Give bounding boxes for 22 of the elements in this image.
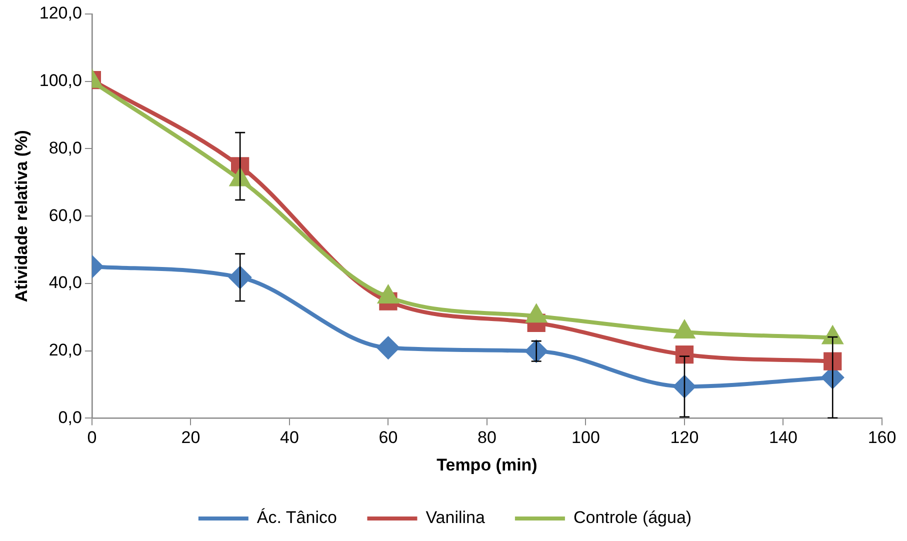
legend-label: Vanilina [426,508,486,528]
x-tick-label: 60 [378,428,398,448]
y-axis-title: Atividade relativa (%) [12,130,31,302]
legend-label: Controle (água) [573,508,692,528]
x-tick-label: 80 [478,428,496,448]
y-tick-label: 100,0 [39,71,82,90]
x-axis-title: Tempo (min) [436,455,538,474]
y-tick-label: 40,0 [48,273,82,292]
x-tick-label: 40 [280,428,299,448]
x-tick-label: 120 [670,428,699,448]
y-tick-label: 20,0 [48,340,82,360]
y-tick-label: 80,0 [48,138,82,158]
x-tick-label: 0 [87,428,97,448]
x-tick-label: 160 [868,428,896,448]
x-tick-label: 100 [572,428,600,448]
y-tick-label: 60,0 [48,206,82,225]
x-tick-label: 140 [769,428,798,448]
y-tick-label: 0,0 [58,408,82,427]
point [377,336,400,359]
legend-label: Ác. Tânico [256,508,337,528]
x-tick-label: 20 [181,428,200,448]
y-tick-label: 120,0 [39,4,82,23]
